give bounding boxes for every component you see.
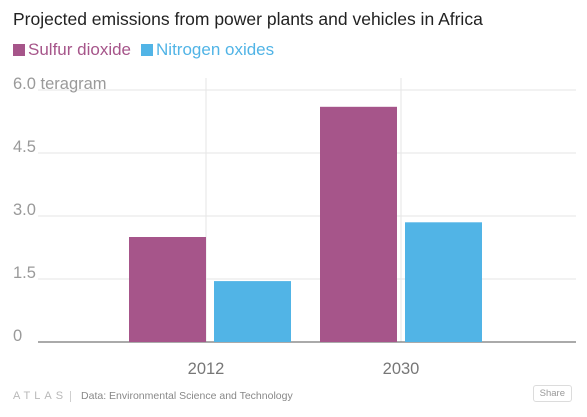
- y-tick-label: 6.0 teragram: [13, 75, 107, 93]
- bar-sulfur-dioxide-2030: [320, 106, 397, 342]
- footer: ATLAS Data: Environmental Science and Te…: [13, 387, 293, 405]
- legend-swatch-sulfur-dioxide: [13, 44, 25, 56]
- share-button[interactable]: Share: [532, 385, 572, 402]
- x-tick-label: 2030: [383, 360, 420, 378]
- y-tick-label: 1.5: [13, 264, 36, 282]
- legend-label-sulfur-dioxide: Sulfur dioxide: [28, 40, 132, 59]
- legend-item-nitrogen-oxides: Nitrogen oxides: [141, 40, 274, 60]
- legend: Sulfur dioxide Nitrogen oxides: [13, 40, 284, 60]
- y-tick-label: 0: [13, 327, 22, 345]
- y-tick-label: 4.5: [13, 138, 36, 156]
- y-tick-label: 3.0: [13, 201, 36, 219]
- atlas-logo[interactable]: ATLAS: [13, 390, 68, 402]
- bar-sulfur-dioxide-2012: [129, 237, 206, 342]
- legend-label-nitrogen-oxides: Nitrogen oxides: [156, 40, 275, 59]
- bar-nitrogen-oxides-2012: [214, 281, 291, 342]
- bar-nitrogen-oxides-2030: [405, 222, 482, 342]
- legend-item-sulfur-dioxide: Sulfur dioxide: [13, 40, 131, 60]
- legend-swatch-nitrogen-oxides: [141, 44, 154, 56]
- footer-divider: [70, 390, 72, 402]
- x-tick-label: 2012: [188, 360, 225, 378]
- chart-title: Projected emissions from power plants an…: [13, 9, 483, 29]
- source-note: Data: Environmental Science and Technolo…: [81, 390, 293, 402]
